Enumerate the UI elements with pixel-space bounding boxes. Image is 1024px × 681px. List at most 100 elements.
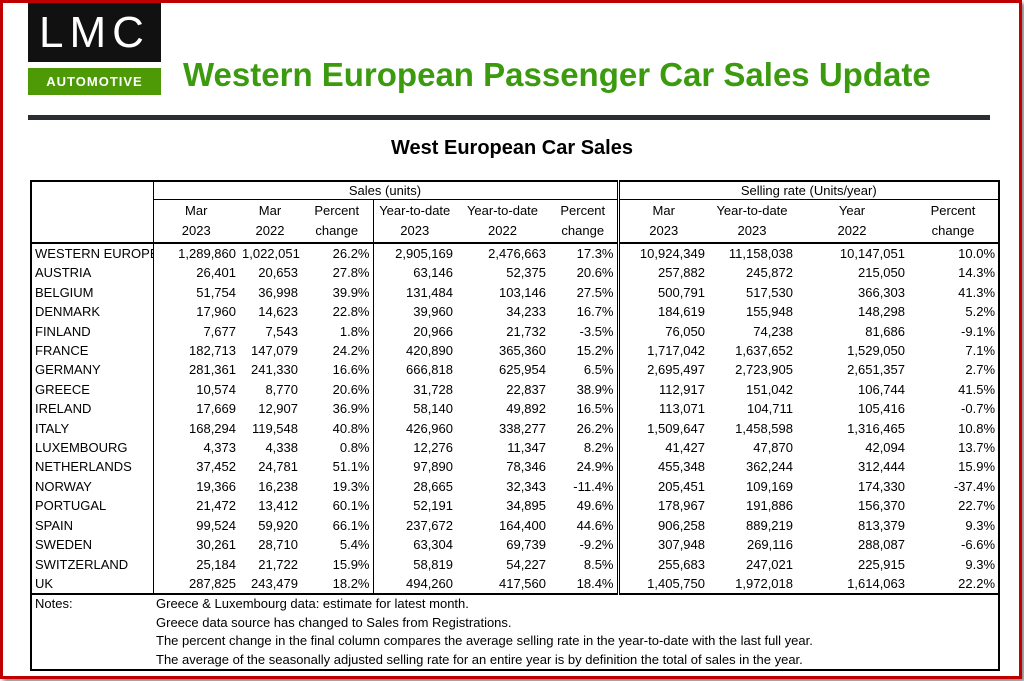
country-label: IRELAND xyxy=(35,401,92,417)
value-cell: 16.5% xyxy=(576,401,614,417)
notes-spacer xyxy=(31,632,153,651)
value-cell: 17.3% xyxy=(576,246,614,261)
value-cell: 269,116 xyxy=(746,537,793,553)
car-sales-table: Sales (units) Selling rate (Units/year) … xyxy=(30,180,1001,672)
column-header-row: Mar 2023 Mar 2022 Percent change Year-to-date 2… xyxy=(31,199,1000,244)
value-cell: 74,238 xyxy=(753,323,793,339)
column-header-line2: 2022 xyxy=(837,223,867,238)
value-cell: 24.2% xyxy=(332,343,370,359)
column-header-line2: 2023 xyxy=(400,223,430,238)
value-cell: 4,338 xyxy=(265,440,298,456)
value-cell: 109,169 xyxy=(746,478,793,494)
value-cell: 12,907 xyxy=(258,401,298,417)
logo-lmc: LMC xyxy=(28,3,161,62)
value-cell: 2,695,497 xyxy=(616,360,708,380)
value-cell: 1,717,042 xyxy=(616,341,708,361)
group-header-selling-rate: Selling rate (Units/year) xyxy=(616,181,1000,200)
value-cell: 18.2% xyxy=(332,575,370,591)
value-cell: 28,665 xyxy=(372,476,456,497)
value-cell: 257,882 xyxy=(616,263,708,283)
value-cell: 420,890 xyxy=(372,341,456,361)
value-cell: 28,710 xyxy=(258,537,298,553)
value-cell: 27.8% xyxy=(332,265,370,281)
table-row: NETHERLANDS 37,452 24,781 51.1% 97,890 78,346… xyxy=(31,457,999,477)
value-cell: 10.0% xyxy=(958,246,996,261)
country-label: SWITZERLAND xyxy=(35,556,129,572)
value-cell: 99,524 xyxy=(152,515,239,536)
value-cell: 26,401 xyxy=(152,263,239,283)
value-cell: 78,346 xyxy=(506,459,546,475)
value-cell: 8,770 xyxy=(265,381,298,397)
column-header-line2: change xyxy=(931,223,975,238)
value-cell: 288,087 xyxy=(858,537,905,553)
value-cell: 19,366 xyxy=(152,476,239,497)
title-divider xyxy=(28,115,990,120)
value-cell: 11,347 xyxy=(507,440,546,456)
value-cell: 10,924,349 xyxy=(616,243,708,264)
value-cell: 20,653 xyxy=(258,265,298,281)
country-label: FINLAND xyxy=(35,323,91,339)
value-cell: 49.6% xyxy=(576,498,614,514)
value-cell: 15.2% xyxy=(576,343,614,359)
value-cell: 15.9% xyxy=(958,459,996,475)
table-row: SWITZERLAND 25,184 21,722 15.9% 58,819 54,227… xyxy=(31,554,999,574)
value-cell: 362,244 xyxy=(746,459,793,475)
value-cell: 58,819 xyxy=(372,554,456,574)
value-cell: 16,238 xyxy=(258,478,298,494)
column-header-line1: Year-to-date xyxy=(716,203,788,218)
value-cell: 156,370 xyxy=(858,498,905,514)
value-cell: 151,042 xyxy=(746,381,793,397)
value-cell: 19.3% xyxy=(332,478,370,494)
table-row: ITALY 168,294 119,548 40.8% 426,960 338,277 26… xyxy=(31,418,999,439)
value-cell: 41,427 xyxy=(616,438,708,458)
value-cell: 338,277 xyxy=(499,420,546,436)
value-cell: 11,158,038 xyxy=(728,246,793,261)
value-cell: 147,079 xyxy=(251,343,298,359)
value-cell: 500,791 xyxy=(616,282,708,303)
value-cell: 63,304 xyxy=(372,535,456,555)
table-row: FINLAND 7,677 7,543 1.8% 20,966 21,732 -3.5% 76… xyxy=(31,321,999,342)
value-cell: 1,405,750 xyxy=(616,573,708,595)
value-cell: 245,872 xyxy=(746,265,793,281)
column-header: Mar 2022 xyxy=(239,199,301,244)
value-cell: 34,233 xyxy=(506,304,546,320)
value-cell: 455,348 xyxy=(616,457,708,477)
value-cell: 666,818 xyxy=(372,360,456,380)
value-cell: 10,147,051 xyxy=(839,246,905,261)
column-header: Year-to-date 2023 xyxy=(372,199,456,244)
value-cell: 2,651,357 xyxy=(847,362,905,378)
value-cell: 10.8% xyxy=(958,420,996,436)
value-cell: 37,452 xyxy=(152,457,239,477)
value-cell: -37.4% xyxy=(953,478,996,494)
table-title: West European Car Sales xyxy=(391,137,633,159)
note-row: The average of the seasonally adjusted s… xyxy=(31,651,999,671)
column-header-line1: Mar xyxy=(258,203,282,218)
column-header-line2: 2022 xyxy=(488,223,517,238)
value-cell: 494,260 xyxy=(372,573,456,595)
value-cell: 1,316,465 xyxy=(847,420,905,436)
value-cell: 174,330 xyxy=(858,478,905,494)
value-cell: 24.9% xyxy=(576,459,614,475)
value-cell: 27.5% xyxy=(576,284,614,300)
value-cell: 24,781 xyxy=(258,459,298,475)
table-row: WESTERN EUROPE 1,289,860 1,022,051 26.2% 2,9… xyxy=(31,243,999,264)
column-header-line1: Year-to-date xyxy=(466,203,539,218)
value-cell: 1,458,598 xyxy=(735,420,793,436)
column-header-line2: 2022 xyxy=(255,223,285,238)
value-cell: 103,146 xyxy=(499,284,546,300)
value-cell: 241,330 xyxy=(251,362,298,378)
column-header-line1: Year-to-date xyxy=(379,203,451,218)
value-cell: 9.3% xyxy=(965,517,996,533)
value-cell: 6.5% xyxy=(583,362,614,378)
value-cell: 26.2% xyxy=(576,420,614,436)
column-header: Percent change xyxy=(549,199,618,244)
value-cell: 106,744 xyxy=(858,381,905,397)
logo-automotive: AUTOMOTIVE xyxy=(28,68,161,95)
value-cell: 36.9% xyxy=(332,401,370,417)
value-cell: 7,543 xyxy=(265,323,298,339)
corner-cell xyxy=(31,181,153,244)
country-label: LUXEMBOURG xyxy=(35,440,128,456)
value-cell: 59,920 xyxy=(258,517,298,533)
column-header-line2: 2023 xyxy=(181,223,211,238)
value-cell: 31,728 xyxy=(372,379,456,400)
